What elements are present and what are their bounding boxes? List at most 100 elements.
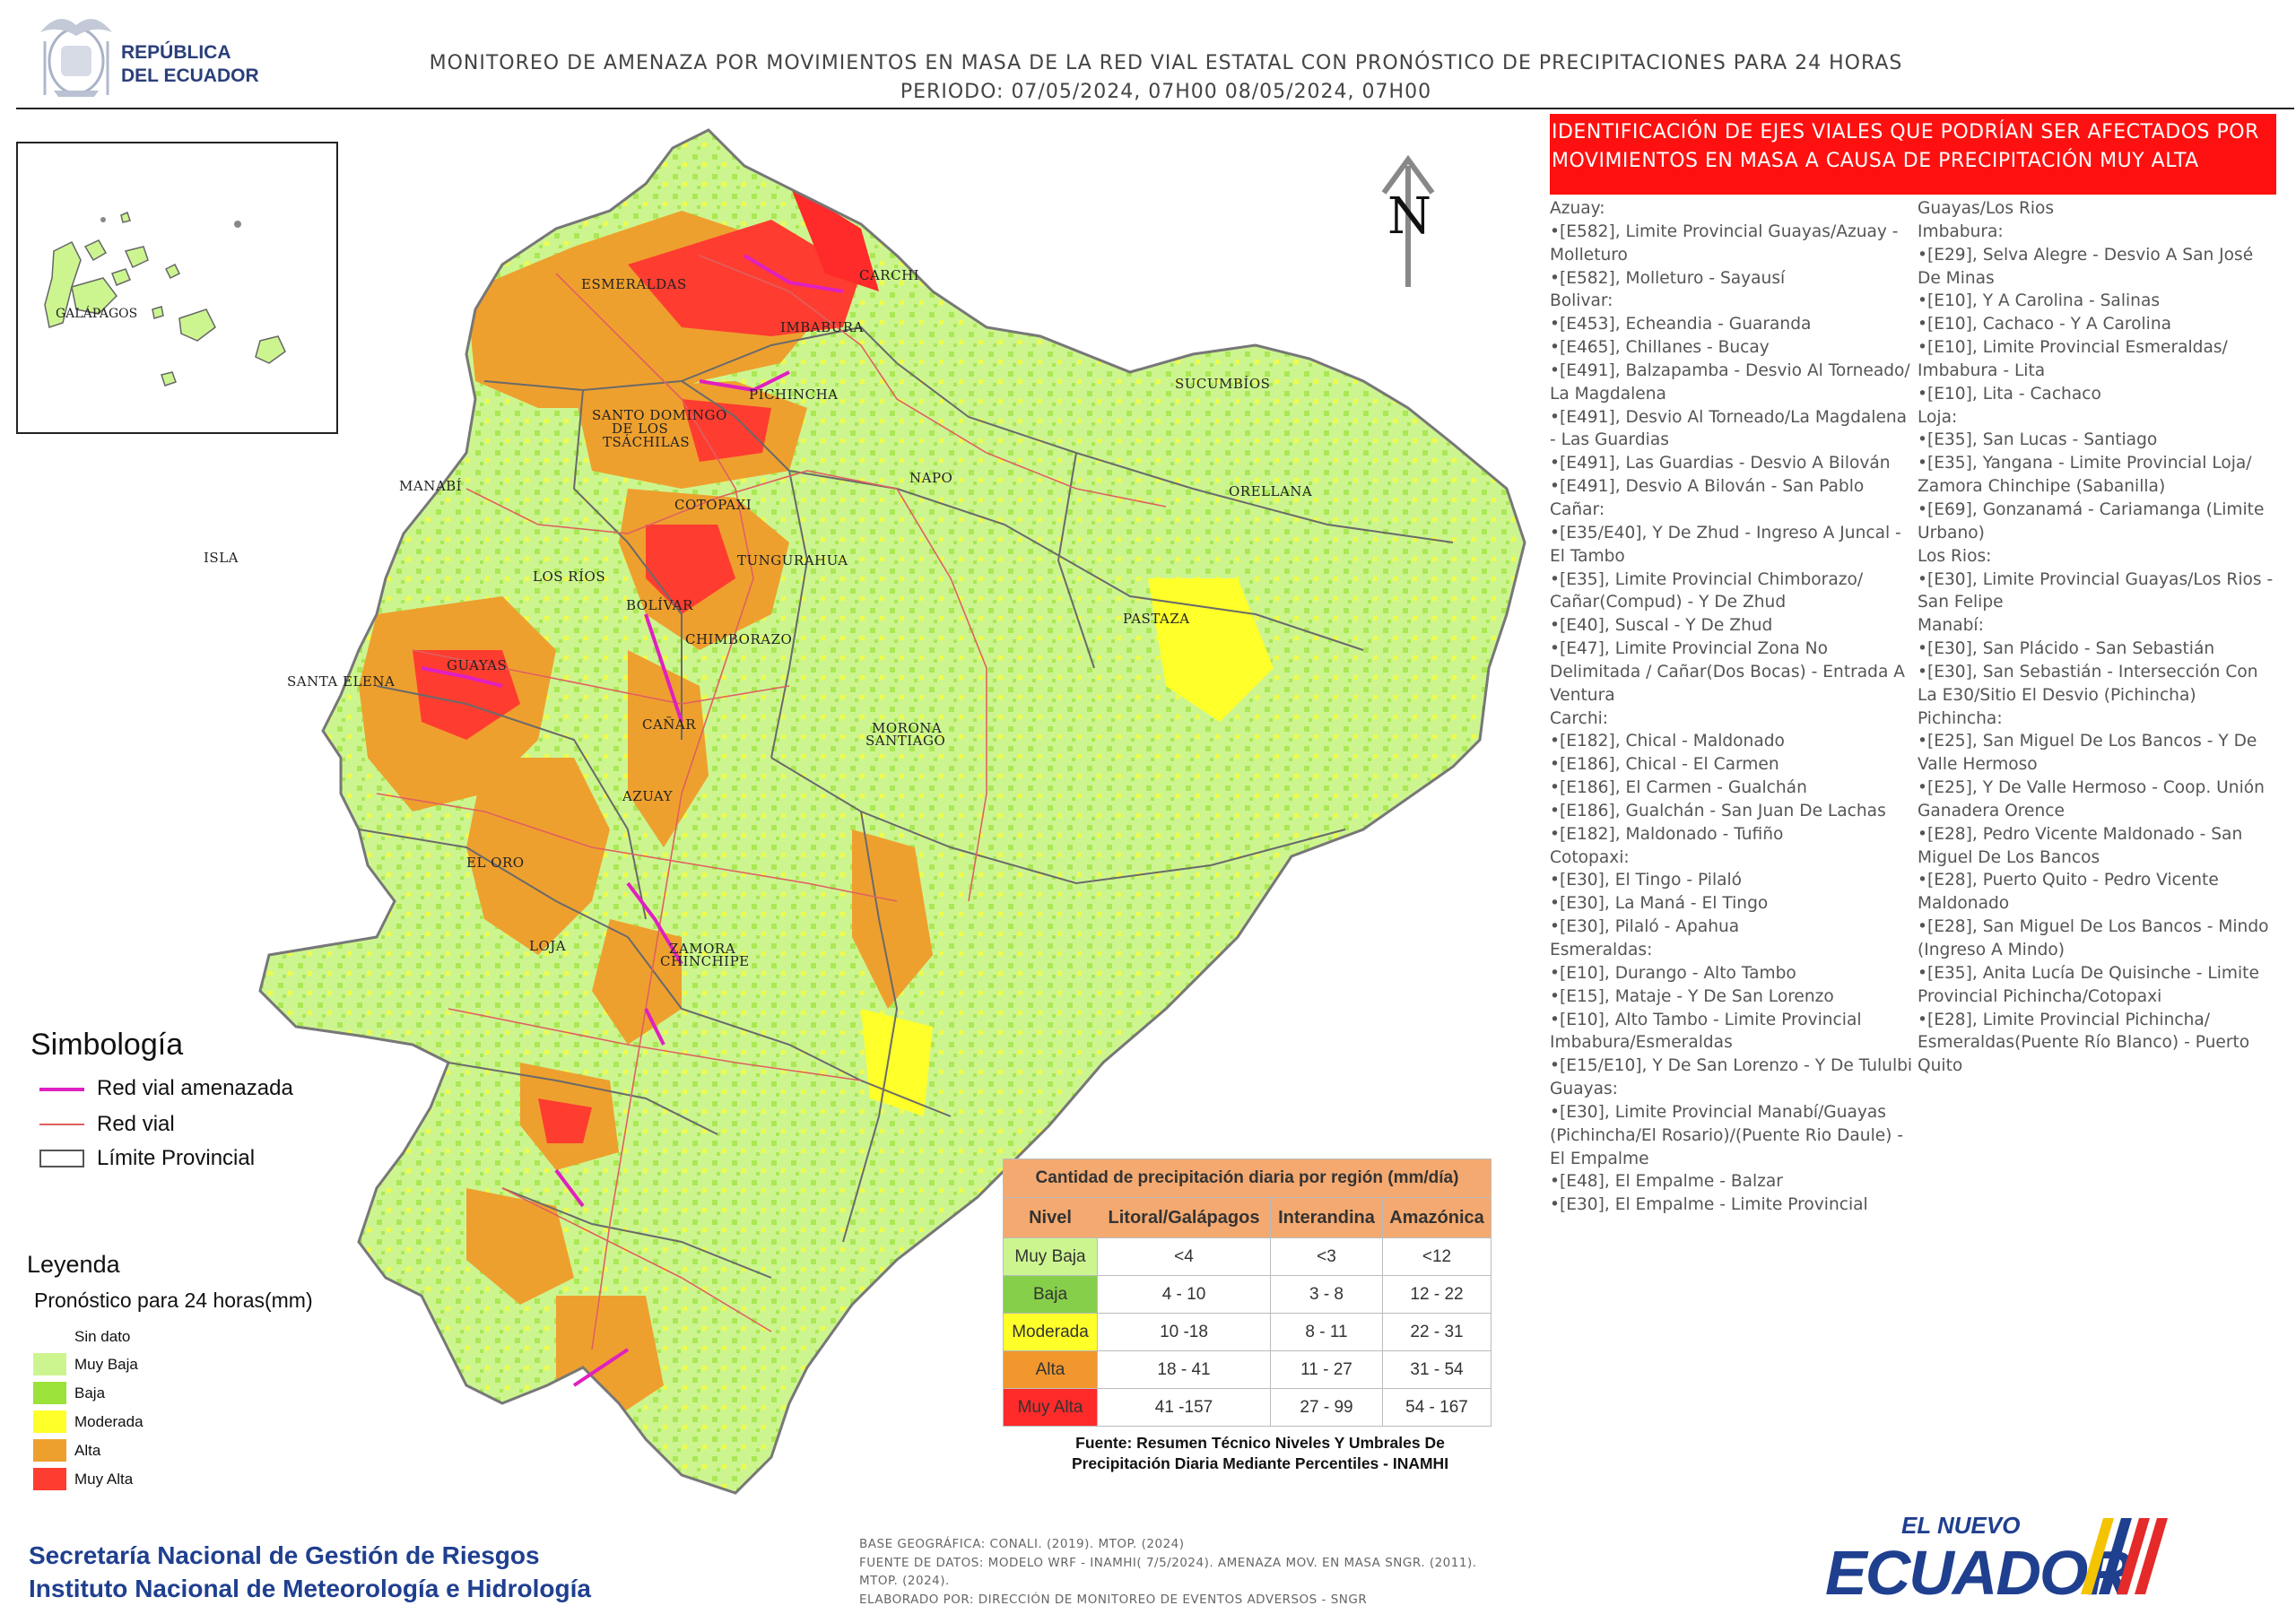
road-line: Cañar(Compud) - Y De Zhud <box>1550 593 1787 612</box>
legend-label: Moderada <box>74 1413 144 1430</box>
roads-column-right: Guayas/Los Rios Imbabura: •[E29], Selva Al… <box>1918 197 2290 1078</box>
table-source: Fuente: Resumen Técnico Niveles Y Umbral… <box>1004 1433 1516 1474</box>
road-line: - Las Guardias <box>1550 430 1669 450</box>
table-row: Baja 4 - 10 3 - 8 12 - 22 <box>1003 1275 1492 1314</box>
label-los-rios: LOS RÍOS <box>533 568 605 585</box>
credit-line4: ELABORADO POR: DIRECCIÓN DE MONITOREO DE… <box>859 1592 1368 1607</box>
value-cell: 41 -157 <box>1097 1388 1271 1427</box>
road-swatch <box>39 1124 84 1125</box>
org-sngr: Secretaría Nacional de Gestión de Riesgo… <box>29 1541 540 1569</box>
label-cotopaxi: COTOPAXI <box>674 497 752 513</box>
road-line: Imbabura - Lita <box>1918 360 2046 380</box>
road-item: •[E465], Chillanes - Bucay <box>1550 338 1770 358</box>
road-item: •[E10], Alto Tambo - Limite Provincial <box>1550 1010 1862 1029</box>
road-item: •[E25], San Miguel De Los Bancos - Y De <box>1918 732 2257 751</box>
org-inamhi: Instituto Nacional de Meteorología e Hid… <box>29 1575 591 1602</box>
label-imbabura: IMBABURA <box>780 319 864 335</box>
threatened-road-label: Red vial amenazada <box>97 1076 293 1100</box>
label-canar: CAÑAR <box>642 716 696 733</box>
galapagos-label: GALÁPAGOS <box>56 305 137 321</box>
road-line: El Tambo <box>1550 546 1625 566</box>
road-item: •[E30], Limite Provincial Guayas/Los Rio… <box>1918 569 2274 589</box>
road-line: Guayas/Los Rios <box>1918 199 2055 218</box>
road-line: Urbano) <box>1918 523 1985 542</box>
road-item: •[E35], Limite Provincial Chimborazo/ <box>1550 569 1864 589</box>
label-pastaza: PASTAZA <box>1123 611 1190 627</box>
value-cell: 54 - 167 <box>1382 1388 1492 1427</box>
value-cell: 10 -18 <box>1097 1313 1271 1351</box>
road-line: Los Rios: <box>1918 546 1992 566</box>
road-item: •[E491], Las Guardias - Desvio A Bilován <box>1550 454 1891 473</box>
galapagos-islands: GALÁPAGOS <box>44 211 286 386</box>
legend-label: Baja <box>74 1384 106 1402</box>
road-line: Ganadera Orence <box>1918 801 2065 820</box>
legend-label: Sin dato <box>74 1328 131 1345</box>
road-line: Provincial Pichincha/Cotopaxi <box>1918 986 2162 1006</box>
label-sucumbios: SUCUMBÍOS <box>1175 376 1270 392</box>
title-period: PERIODO: 07/05/2024, 07H00 08/05/2024, 0… <box>900 81 1432 103</box>
road-line: Esmeraldas(Puente Río Blanco) - Puerto <box>1918 1033 2250 1053</box>
table-source-line2: Precipitación Diaria Mediante Percentile… <box>1071 1454 1449 1472</box>
threatened-road-swatch <box>39 1088 84 1091</box>
road-item: •[E69], Gonzanamá - Cariamanga (Limite <box>1918 499 2265 519</box>
road-line: De Minas <box>1918 268 1995 288</box>
road-item: •[E186], Gualchán - San Juan De Lachas <box>1550 801 1886 820</box>
table-caption: Cantidad de precipitación diaria por reg… <box>1003 1159 1492 1198</box>
value-cell: 3 - 8 <box>1270 1275 1383 1314</box>
header-litoral: Litoral/Galápagos <box>1097 1197 1271 1238</box>
label-azuay: AZUAY <box>622 788 674 804</box>
table-source-line1: Fuente: Resumen Técnico Niveles Y Umbral… <box>1075 1434 1445 1452</box>
roads-column-left: Azuay: •[E582], Limite Provincial Guayas/… <box>1550 197 1913 1217</box>
road-line: (Pichincha/El Rosario)/(Puente Rio Daule… <box>1550 1125 1904 1145</box>
symbology-title: Simbología <box>30 1028 184 1062</box>
road-item: •[E15], Mataje - Y De San Lorenzo <box>1550 986 1834 1006</box>
table-row: Muy Baja <4 <3 <12 <box>1003 1237 1492 1276</box>
credit-line1: BASE GEOGRÁFICA: CONALI. (2019). MTOP. (… <box>859 1537 1185 1551</box>
header-interandina: Interandina <box>1270 1197 1383 1238</box>
legend-swatch <box>33 1468 66 1490</box>
label-loja: LOJA <box>529 938 566 954</box>
table-row: Moderada 10 -18 8 - 11 22 - 31 <box>1003 1313 1492 1351</box>
road-line: Cañar: <box>1550 499 1605 519</box>
legend-label: Muy Alta <box>74 1471 134 1488</box>
road-item: •[E30], Limite Provincial Manabí/Guayas <box>1550 1102 1886 1122</box>
road-item: •[E582], Limite Provincial Guayas/Azuay … <box>1550 221 1899 241</box>
label-isla: ISLA <box>204 550 239 566</box>
label-napo: NAPO <box>909 470 952 486</box>
road-line: Azuay: <box>1550 199 1605 218</box>
road-network <box>376 255 1167 1350</box>
label-santo-domingo-1: SANTO DOMINGO <box>592 407 727 423</box>
provincial-limit-swatch <box>39 1150 84 1167</box>
province-labels: ESMERALDAS CARCHI IMBABURA SUCUMBÍOS PIC… <box>204 267 1312 969</box>
road-line: Zamora Chinchipe (Sabanilla) <box>1918 477 2166 497</box>
header-divider <box>16 108 2294 109</box>
level-cell: Muy Alta <box>1003 1388 1098 1427</box>
label-carchi: CARCHI <box>859 267 919 283</box>
value-cell: <3 <box>1270 1237 1383 1276</box>
threatened-roads <box>421 254 844 1387</box>
road-item: •[E15/E10], Y De San Lorenzo - Y De Tulu… <box>1550 1056 1913 1076</box>
north-arrow: N <box>1377 152 1439 296</box>
title-line1: MONITOREO DE AMENAZA POR MOVIMIENTOS EN … <box>429 52 1903 74</box>
label-tungurahua: TUNGURAHUA <box>737 552 848 568</box>
brand-top: EL NUEVO <box>1901 1512 2020 1539</box>
road-line: Cotopaxi: <box>1550 847 1630 867</box>
road-line: Ventura <box>1550 685 1615 705</box>
road-item: •[E491], Balzapamba - Desvio Al Torneado… <box>1550 360 1910 380</box>
value-cell: 8 - 11 <box>1270 1313 1383 1351</box>
table-row: Alta 18 - 41 11 - 27 31 - 54 <box>1003 1350 1492 1389</box>
label-orellana: ORELLANA <box>1229 483 1312 499</box>
precipitation-table: Cantidad de precipitación diaria por reg… <box>1003 1159 1492 1427</box>
north-label: N <box>1387 187 1431 246</box>
road-item: •[E29], Selva Alegre - Desvio A San José <box>1918 245 2254 265</box>
value-cell: 27 - 99 <box>1270 1388 1383 1427</box>
value-cell: 31 - 54 <box>1382 1350 1492 1389</box>
road-item: •[E10], Cachaco - Y A Carolina <box>1918 315 2172 334</box>
road-line: Loja: <box>1918 407 1958 427</box>
road-line: Maldonado <box>1918 894 2010 914</box>
level-cell: Baja <box>1003 1275 1098 1314</box>
road-line: La Magdalena <box>1550 384 1666 404</box>
road-item: •[E186], Chical - El Carmen <box>1550 755 1779 775</box>
road-line: Imbabura/Esmeraldas <box>1550 1033 1733 1053</box>
road-item: •[E30], Pilaló - Apahua <box>1550 917 1740 937</box>
